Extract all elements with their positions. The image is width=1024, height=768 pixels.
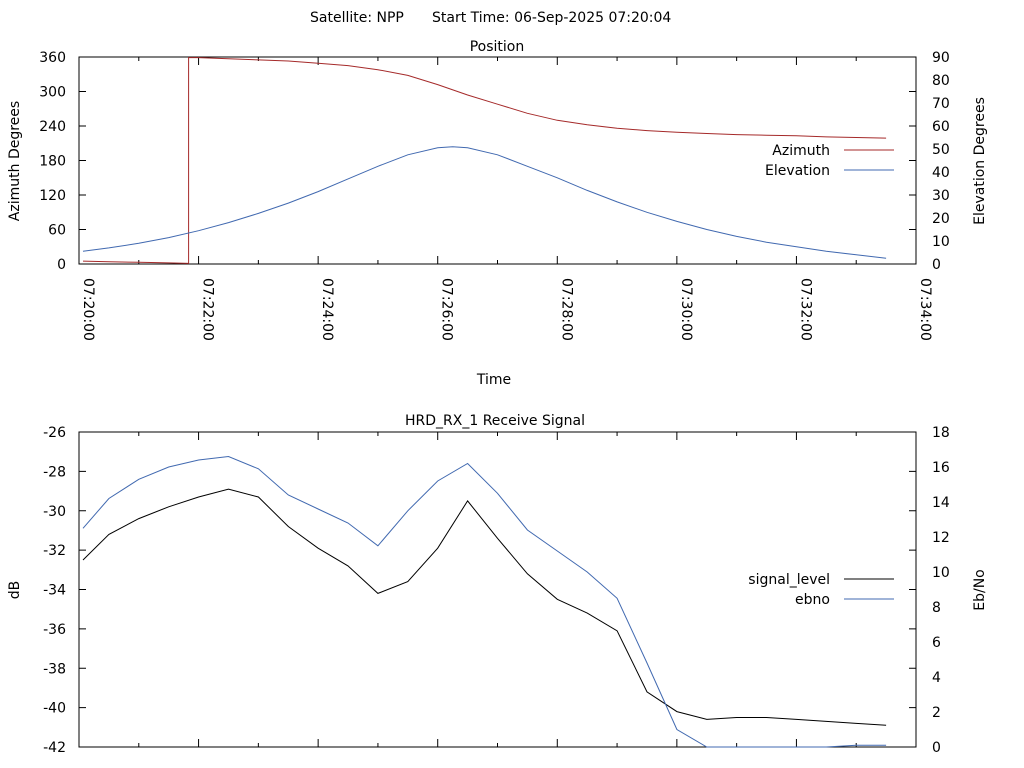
series-line-elevation xyxy=(82,146,887,259)
y2-tick-label: 8 xyxy=(932,600,941,616)
x-tick-label: 07:24:00 xyxy=(319,278,335,341)
y-tick-label: -34 xyxy=(43,583,66,599)
y-tick-label: 180 xyxy=(39,154,66,170)
legend-label: signal_level xyxy=(748,572,830,588)
y2-tick-label: 6 xyxy=(932,635,941,651)
y-tick-label: 120 xyxy=(39,188,66,204)
y-tick-label: 240 xyxy=(39,119,66,135)
x-tick-label: 07:20:00 xyxy=(80,278,96,341)
y-tick-label: -28 xyxy=(43,464,66,480)
y-tick-label: 0 xyxy=(57,257,66,273)
y2-tick-label: 10 xyxy=(932,234,950,250)
x-tick-label: 07:32:00 xyxy=(797,278,813,341)
series-line-azimuth xyxy=(82,57,887,264)
legend-label: ebno xyxy=(795,592,830,608)
y2-tick-label: 60 xyxy=(932,119,950,135)
receive-y-axis-label: dB xyxy=(7,581,23,600)
receive-y2-axis-label: Eb/No xyxy=(972,569,988,611)
y-tick-label: -42 xyxy=(43,740,66,756)
position-x-axis-label: Time xyxy=(476,372,511,388)
y-tick-label: 300 xyxy=(39,85,66,101)
position-chart-title: Position xyxy=(470,39,525,55)
series-line-ebno xyxy=(82,455,887,748)
position-plot-frame xyxy=(78,56,917,265)
y2-tick-label: 14 xyxy=(932,495,950,511)
y-tick-label: 360 xyxy=(39,50,66,66)
y2-tick-label: 10 xyxy=(932,565,950,581)
legend-label: Azimuth xyxy=(772,143,830,159)
satellite-label: Satellite: NPP xyxy=(310,10,404,26)
y2-tick-label: 70 xyxy=(932,96,950,112)
y2-tick-label: 16 xyxy=(932,460,950,476)
y2-tick-label: 80 xyxy=(932,73,950,89)
legend-label: Elevation xyxy=(765,163,830,179)
position-y-axis-label: Azimuth Degrees xyxy=(7,101,23,221)
y-tick-label: -26 xyxy=(43,425,66,441)
y2-tick-label: 90 xyxy=(932,50,950,66)
y2-tick-label: 0 xyxy=(932,740,941,756)
y-tick-label: -38 xyxy=(43,661,66,677)
receive-signal-chart: HRD_RX_1 Receive Signal dB Eb/No -42 -40 -… xyxy=(7,413,988,756)
y-tick-label: -40 xyxy=(43,701,66,717)
y2-tick-label: 20 xyxy=(932,211,950,227)
y-tick-label: -36 xyxy=(43,622,66,638)
y2-tick-label: 0 xyxy=(932,257,941,273)
position-chart: Position Azimuth Degrees Elevation Degre… xyxy=(7,39,988,388)
receive-plot-frame xyxy=(78,431,917,748)
y2-tick-label: 30 xyxy=(932,188,950,204)
y2-tick-label: 12 xyxy=(932,530,950,546)
y-tick-label: -30 xyxy=(43,504,66,520)
position-y2-axis-label: Elevation Degrees xyxy=(972,97,988,225)
x-tick-label: 07:26:00 xyxy=(439,278,455,341)
y-tick-label: 60 xyxy=(48,223,66,239)
x-tick-label: 07:30:00 xyxy=(678,278,694,341)
x-tick-label: 07:22:00 xyxy=(200,278,216,341)
y2-tick-label: 40 xyxy=(932,165,950,181)
y2-tick-label: 2 xyxy=(932,705,941,721)
receive-chart-title: HRD_RX_1 Receive Signal xyxy=(405,413,585,429)
x-tick-label: 07:28:00 xyxy=(558,278,574,341)
x-tick-label: 07:34:00 xyxy=(917,278,933,341)
y2-tick-label: 50 xyxy=(932,142,950,158)
y2-tick-label: 18 xyxy=(932,425,950,441)
start-time-label: Start Time: 06-Sep-2025 07:20:04 xyxy=(432,10,671,26)
series-line-signal-level xyxy=(82,488,887,726)
y-tick-label: -32 xyxy=(43,543,66,559)
y2-tick-label: 4 xyxy=(932,670,941,686)
